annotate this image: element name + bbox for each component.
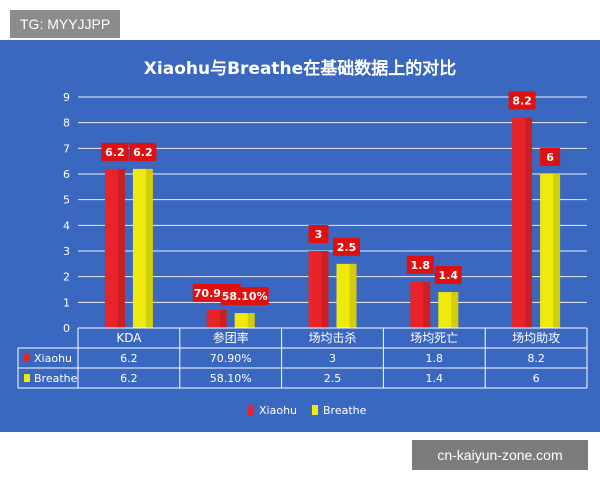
bar-shade bbox=[451, 292, 459, 328]
legend-key-xiaohu bbox=[248, 405, 254, 415]
bar-shade bbox=[553, 174, 561, 328]
bar-breathe bbox=[336, 263, 357, 328]
data-label: 6.2 bbox=[133, 146, 153, 159]
bar-shade bbox=[145, 168, 153, 328]
bar-xiaohu bbox=[206, 309, 227, 328]
table-series-name: Xiaohu bbox=[34, 352, 72, 365]
data-label: 3 bbox=[315, 228, 323, 241]
category-label: 场均死亡 bbox=[410, 331, 458, 345]
category-label: 参团率 bbox=[213, 330, 249, 345]
data-label-box bbox=[220, 287, 269, 306]
data-label-box bbox=[101, 142, 129, 161]
y-tick-label: 0 bbox=[63, 322, 70, 335]
chart-title: Xiaohu与Breathe在基础数据上的对比 bbox=[144, 58, 456, 79]
bar-shade bbox=[525, 117, 533, 329]
data-label-box bbox=[540, 148, 561, 166]
y-tick-label: 9 bbox=[63, 91, 70, 104]
bar-xiaohu bbox=[410, 281, 431, 328]
bar-shade bbox=[321, 251, 329, 328]
table-cell: 8.2 bbox=[527, 352, 545, 365]
data-label: 1.8 bbox=[411, 259, 431, 272]
data-label-box bbox=[129, 142, 157, 161]
bar-breathe bbox=[540, 174, 561, 328]
table-cell: 1.4 bbox=[426, 372, 444, 385]
category-label: 场均击杀 bbox=[308, 330, 356, 345]
bar-breathe bbox=[132, 168, 153, 328]
table-cell: 6.2 bbox=[120, 372, 138, 385]
bar-xiaohu bbox=[512, 117, 533, 329]
category-label: 场均助攻 bbox=[512, 331, 560, 345]
bar-shade bbox=[219, 309, 227, 328]
bar-breathe bbox=[234, 313, 255, 328]
data-label: 6 bbox=[546, 151, 554, 164]
data-label-box bbox=[508, 91, 536, 110]
y-tick-label: 1 bbox=[63, 296, 70, 309]
data-label: 2.5 bbox=[337, 241, 357, 254]
watermark-top: TG: MYYJJPP bbox=[10, 10, 121, 38]
bar-shade bbox=[117, 168, 125, 328]
table-cell: 70.90% bbox=[210, 352, 252, 365]
bar-chart: Xiaohu与Breathe在基础数据上的对比 0 1 2 3 4 5 6 7 8 9 6.2 70… bbox=[17, 58, 588, 417]
y-tick-label: 7 bbox=[63, 142, 70, 155]
data-label-box bbox=[406, 255, 434, 274]
data-label-box bbox=[333, 237, 360, 256]
table-cell: 1.8 bbox=[426, 352, 444, 365]
category-label: KDA bbox=[116, 331, 142, 345]
y-tick-label: 3 bbox=[63, 245, 70, 258]
legend-label: Breathe bbox=[323, 404, 367, 417]
data-label: 6.2 bbox=[105, 146, 125, 159]
table-legend-key bbox=[24, 374, 30, 382]
legend-label: Xiaohu bbox=[259, 404, 297, 417]
bar-shade bbox=[247, 313, 255, 328]
table-cell: 58.10% bbox=[210, 372, 252, 385]
bar-shade bbox=[349, 263, 357, 328]
data-label: 8.2 bbox=[512, 95, 532, 108]
data-label-box bbox=[434, 266, 462, 285]
table-legend-key bbox=[24, 354, 30, 362]
y-tick-label: 4 bbox=[63, 219, 70, 232]
bar-xiaohu bbox=[308, 251, 329, 328]
y-tick-label: 2 bbox=[63, 271, 70, 284]
y-tick-label: 5 bbox=[63, 194, 70, 207]
table-cell: 3 bbox=[329, 352, 336, 365]
data-label: 1.4 bbox=[439, 269, 459, 282]
data-label-box bbox=[308, 225, 329, 243]
bar-breathe bbox=[438, 292, 459, 328]
data-label: 58.10% bbox=[222, 290, 268, 303]
watermark-bottom: cn-kaiyun-zone.com bbox=[412, 440, 588, 470]
y-tick-label: 6 bbox=[63, 168, 70, 181]
table-cell: 2.5 bbox=[324, 372, 342, 385]
table-cell: 6.2 bbox=[120, 352, 138, 365]
legend-key-breathe bbox=[312, 405, 318, 415]
bar-xiaohu bbox=[104, 168, 125, 328]
bar-shade bbox=[423, 281, 431, 328]
y-tick-label: 8 bbox=[63, 117, 70, 130]
chart-panel: Xiaohu与Breathe在基础数据上的对比 0 1 2 3 4 5 6 7 8 9 6.2 70… bbox=[0, 40, 600, 432]
table-cell: 6 bbox=[533, 372, 540, 385]
table-series-name: Breathe bbox=[34, 372, 78, 385]
